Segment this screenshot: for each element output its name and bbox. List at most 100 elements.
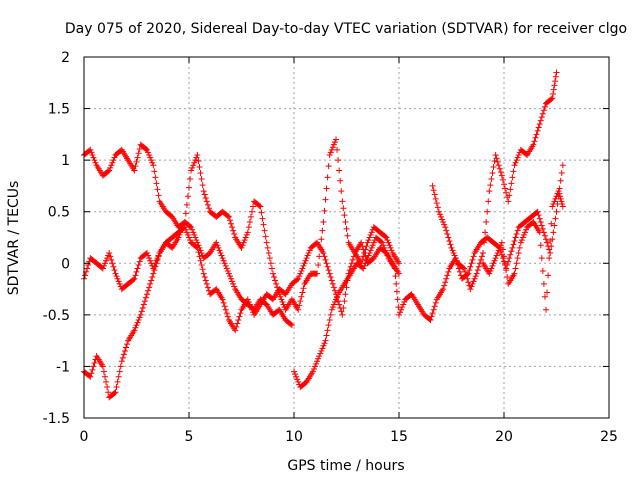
data-point [250, 203, 257, 210]
data-point [544, 239, 551, 246]
data-point [292, 371, 299, 378]
data-point [394, 296, 401, 303]
data-point [295, 378, 302, 385]
data-point [109, 159, 116, 166]
data-point [340, 304, 347, 311]
data-point [503, 267, 510, 274]
data-point [510, 168, 517, 175]
data-point [365, 252, 372, 259]
data-point [142, 294, 149, 301]
data-point [112, 270, 119, 277]
data-point [321, 340, 328, 347]
data-point [441, 282, 448, 289]
data-point [217, 249, 224, 256]
data-point [341, 298, 348, 305]
data-point [247, 213, 254, 220]
data-point [303, 255, 310, 262]
data-point [186, 184, 192, 191]
data-point [509, 174, 516, 181]
data-point [329, 144, 336, 151]
data-point [503, 189, 510, 196]
data-point [198, 249, 205, 256]
data-point [444, 231, 451, 238]
data-point [338, 308, 345, 315]
data-point [468, 260, 475, 267]
data-point [515, 151, 522, 158]
data-point [541, 293, 548, 300]
data-point [102, 373, 108, 380]
data-point [518, 237, 525, 244]
y-tick-label: -0.5 [43, 308, 70, 324]
data-point [432, 299, 439, 306]
data-point [490, 164, 497, 171]
data-point [333, 136, 339, 143]
data-point [108, 256, 115, 263]
data-point [221, 260, 228, 267]
data-point [263, 239, 270, 246]
data-point [552, 73, 559, 80]
data-point [112, 389, 119, 396]
data-point [201, 191, 208, 198]
data-point [118, 358, 125, 365]
data-point [228, 275, 234, 282]
data-point [150, 270, 157, 277]
data-point [546, 246, 553, 253]
data-point [378, 238, 385, 245]
data-point [334, 293, 341, 300]
data-point [533, 131, 540, 138]
data-point [496, 244, 503, 251]
data-point [556, 185, 563, 192]
data-point [304, 252, 311, 259]
data-point [552, 195, 559, 202]
data-point [428, 313, 435, 320]
data-point [193, 154, 200, 161]
data-points [81, 69, 566, 401]
data-point [145, 252, 152, 259]
data-point [219, 296, 226, 303]
y-tick-label: 0.5 [48, 205, 70, 221]
data-point [448, 244, 455, 251]
data-point [229, 224, 236, 231]
data-point [200, 188, 207, 195]
data-point [517, 239, 524, 246]
data-point [519, 234, 526, 241]
data-point [295, 275, 302, 282]
data-point [383, 234, 390, 241]
data-point [202, 194, 209, 201]
data-point [557, 193, 563, 200]
data-point [318, 236, 325, 243]
data-point [105, 168, 112, 175]
data-point [196, 253, 203, 260]
data-point [470, 278, 477, 285]
data-point [183, 229, 190, 236]
data-point [316, 353, 323, 360]
data-point [477, 256, 484, 263]
data-point [510, 241, 517, 248]
x-tick-label: 5 [185, 429, 194, 445]
data-point [244, 229, 251, 236]
data-point [364, 255, 371, 262]
data-point [557, 177, 564, 184]
data-point [385, 239, 392, 246]
data-point [310, 366, 317, 373]
data-point [90, 154, 97, 161]
data-point [123, 344, 129, 351]
data-point [291, 368, 297, 375]
data-point [506, 192, 513, 199]
y-tick-label: 2 [61, 50, 70, 66]
data-point [431, 303, 438, 310]
data-point [326, 151, 333, 158]
data-point [335, 157, 342, 164]
data-point [523, 226, 530, 233]
data-point [312, 363, 318, 370]
data-point [324, 263, 331, 270]
data-point [298, 293, 305, 300]
data-point [547, 237, 554, 244]
data-point [396, 270, 402, 277]
data-point [106, 249, 113, 256]
data-point [388, 247, 395, 254]
data-point [200, 270, 207, 277]
data-point [367, 247, 374, 254]
data-point [497, 242, 504, 249]
data-point [306, 247, 313, 254]
